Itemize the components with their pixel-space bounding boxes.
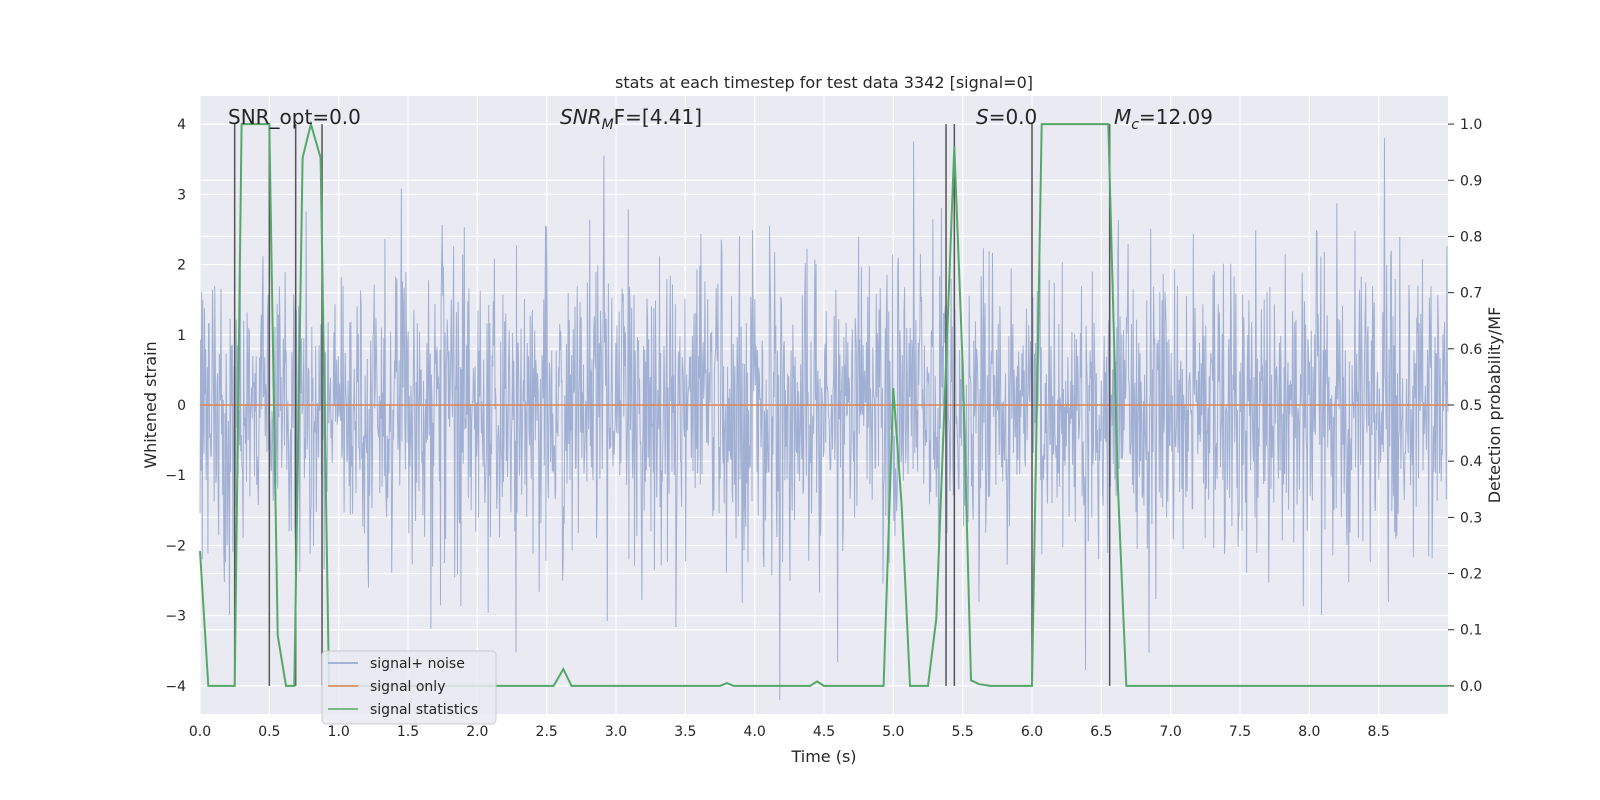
y-left-tick-label: −2 [165,538,186,554]
snr-mf-sub: M [602,117,614,133]
legend-box [321,650,497,725]
y-left-tick-label: 1 [177,328,186,344]
x-tick-label: 6.5 [1090,724,1112,740]
x-tick-label: 1.0 [328,724,350,740]
x-tick-label: 3.5 [674,724,696,740]
mc-main: M [1114,105,1131,129]
x-tick-label: 0.5 [258,724,280,740]
mc-annotation: Mc=12.09 [1114,105,1213,133]
y-left-tick-label: 3 [177,187,186,203]
x-tick-label: 7.5 [1229,724,1251,740]
snr-opt-annotation: SNR_opt=0.0 [228,105,361,129]
s-main: S [976,105,989,129]
s-annotation: S=0.0 [976,105,1037,129]
x-tick-label: 0.0 [189,724,211,740]
axes: 0.0 0.5 1.0 1.5 2.0 2.5 3.0 3.5 4.0 4.5 5.0 5.5 6.0 6… [165,117,1482,740]
x-tick-label: 8.0 [1298,724,1320,740]
chart-title: stats at each timestep for test data 334… [615,73,1033,92]
x-tick-label: 5.5 [952,724,974,740]
x-tick-label: 8.5 [1368,724,1390,740]
x-tick-label: 6.0 [1021,724,1043,740]
y-right-tick-label: 0.3 [1460,510,1482,526]
x-tick-label: 1.5 [397,724,419,740]
snr-mf-rest: F=[4.41] [614,105,702,129]
x-tick-label: 7.0 [1160,724,1182,740]
y-axis-left-label: Whitened strain [141,341,160,468]
y-left-tick-label: −4 [165,679,186,695]
legend-entry-noise: signal+ noise [370,656,465,672]
y-right-tick-label: 0.5 [1460,398,1482,414]
signal-statistics-line [199,120,1448,687]
x-tick-label: 4.5 [813,724,835,740]
s-rest: =0.0 [989,105,1038,129]
x-tick-label: 5.0 [882,724,904,740]
y-right-tick-label: 0.8 [1460,229,1482,245]
y-right-tick-label: 0.1 [1460,623,1482,639]
y-right-tick-label: 0.2 [1460,567,1482,583]
y-right-tick-label: 1.0 [1460,117,1482,133]
y-right-tick-label: 0.9 [1460,173,1482,189]
x-tick-label: 4.0 [744,724,766,740]
snr-mf-annotation: SNRMF=[4.41] [560,105,702,133]
y-left-tick-label: 2 [177,258,186,274]
x-axis-label: Time (s) [790,747,856,766]
mc-rest: =12.09 [1139,105,1213,129]
noise-series [199,138,1449,701]
y-left-tick-label: −3 [165,609,186,625]
x-tick-label: 2.5 [536,724,558,740]
y-left-tick-label: 0 [177,398,186,414]
signal-statistics-series [199,120,1448,687]
y-left-tick-label: −1 [165,468,186,484]
mc-sub: c [1131,117,1139,133]
y-right-tick-label: 0.7 [1460,286,1482,302]
x-tick-label: 3.0 [605,724,627,740]
y-right-tick-label: 0.6 [1460,342,1482,358]
x-tick-label: 2.0 [466,724,488,740]
snr-mf-main: SNR [560,105,602,129]
legend: signal+ noise signal only signal statist… [321,650,497,725]
y-axis-right-label: Detection probability/MF [1485,307,1504,504]
y-right-tick-label: 0.4 [1460,454,1482,470]
legend-entry-stats: signal statistics [370,702,478,718]
y-right-tick-label: 0.0 [1460,679,1482,695]
y-left-tick-label: 4 [177,117,186,133]
legend-entry-signal: signal only [370,679,445,695]
signal-noise-line [199,138,1449,701]
